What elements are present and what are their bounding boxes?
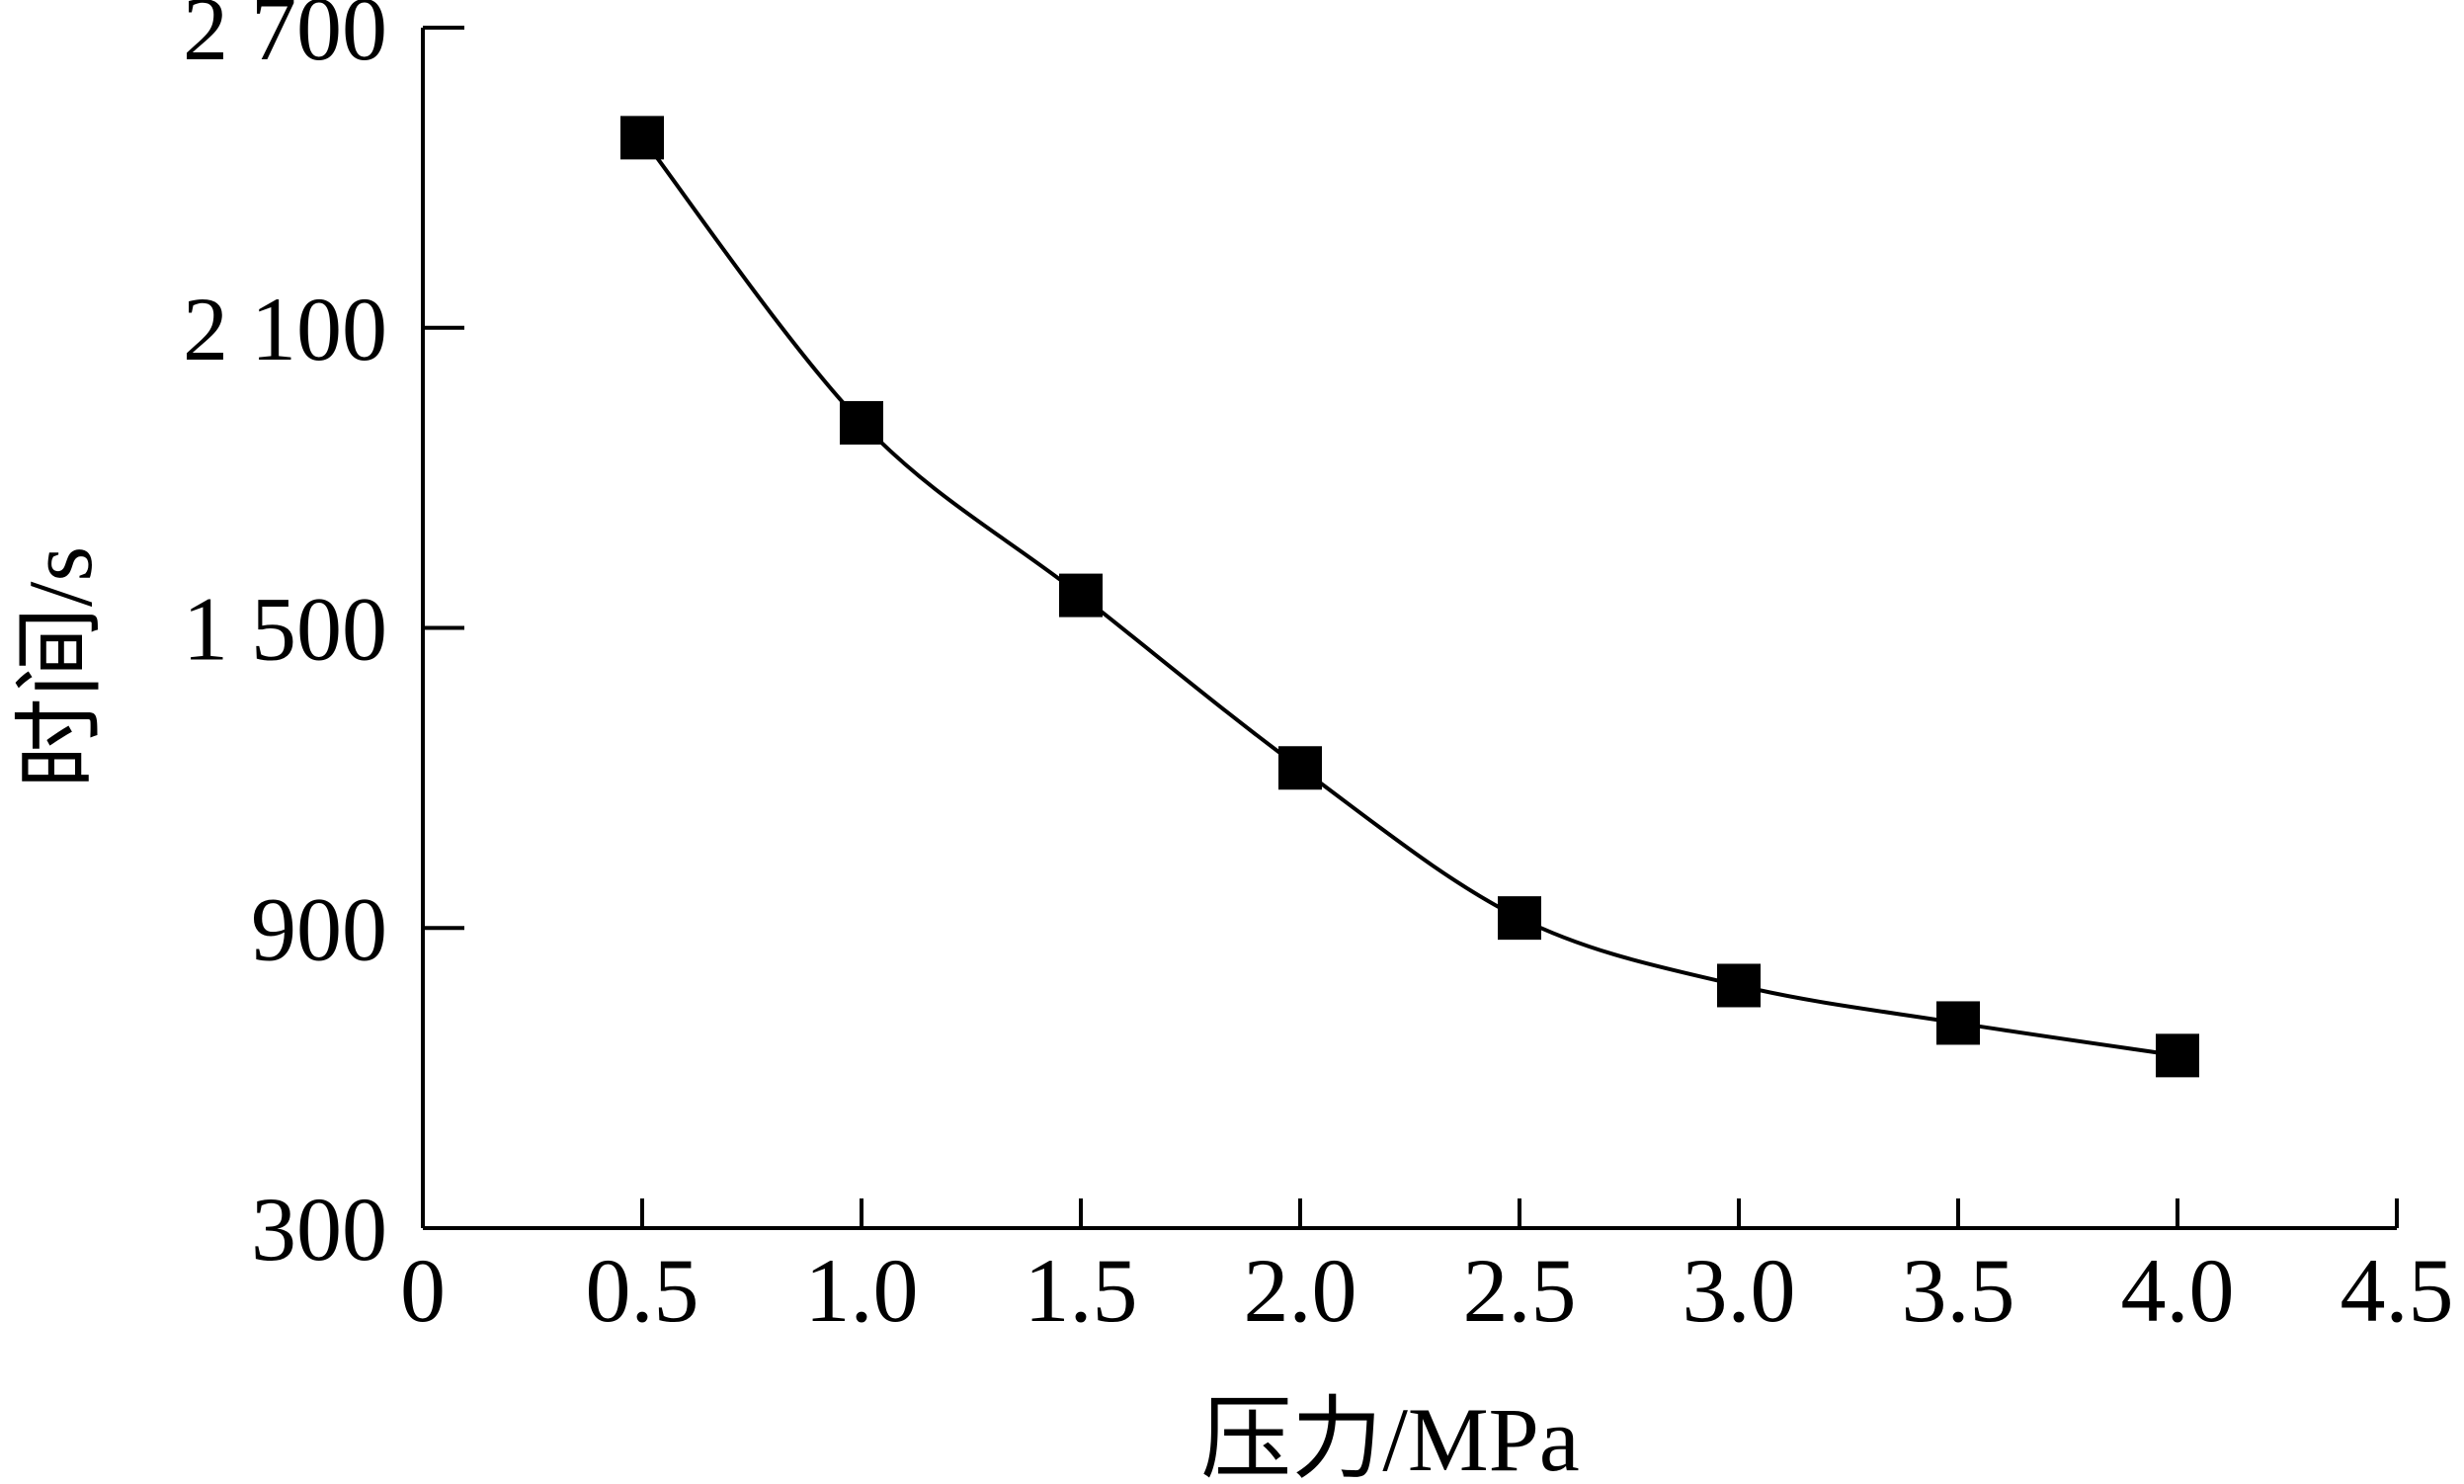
x-tick-label: 1.0 xyxy=(805,1240,919,1341)
y-tick-label: 1 500 xyxy=(183,579,387,680)
data-point-marker xyxy=(1498,896,1541,941)
y-tick-label: 300 xyxy=(251,1179,387,1279)
data-point-marker xyxy=(620,116,664,160)
axes xyxy=(421,26,2399,1230)
tick-labels-layer: 0 0.5 1.0 1.5 2.0 2.5 3.0 3.5 4.0 4.5 300 900 1 500 2… xyxy=(183,0,2454,1341)
x-tick-label: 1.5 xyxy=(1025,1240,1138,1341)
x-tick-label: 0.5 xyxy=(586,1240,699,1341)
y-tick-label: 2 100 xyxy=(183,279,387,379)
x-axis-title: 压力/MPa xyxy=(1200,1389,1579,1484)
data-point-marker xyxy=(1059,573,1103,618)
x-tick-label: 4.5 xyxy=(2341,1240,2454,1341)
fitted-curve-layer xyxy=(640,136,2178,1058)
x-tick-label: 3.5 xyxy=(1902,1240,2015,1341)
y-axis-title: 时间/s xyxy=(10,546,111,788)
x-tick-label: 3.0 xyxy=(1683,1240,1796,1341)
data-point-marker xyxy=(1936,1001,1980,1045)
x-tick-label: 0 xyxy=(400,1240,446,1341)
data-point-marker xyxy=(1717,963,1761,1008)
x-tick-label: 2.0 xyxy=(1244,1240,1357,1341)
data-point-marker xyxy=(1278,746,1322,790)
data-point-marker xyxy=(840,400,883,445)
x-tick-label: 4.0 xyxy=(2121,1240,2235,1341)
x-tick-label: 2.5 xyxy=(1463,1240,1577,1341)
data-point-marker xyxy=(2156,1033,2199,1078)
y-tick-label: 2 700 xyxy=(183,0,387,79)
y-tick-label: 900 xyxy=(251,878,387,979)
series-line xyxy=(640,136,2178,1058)
data-markers-layer xyxy=(620,116,2199,1078)
